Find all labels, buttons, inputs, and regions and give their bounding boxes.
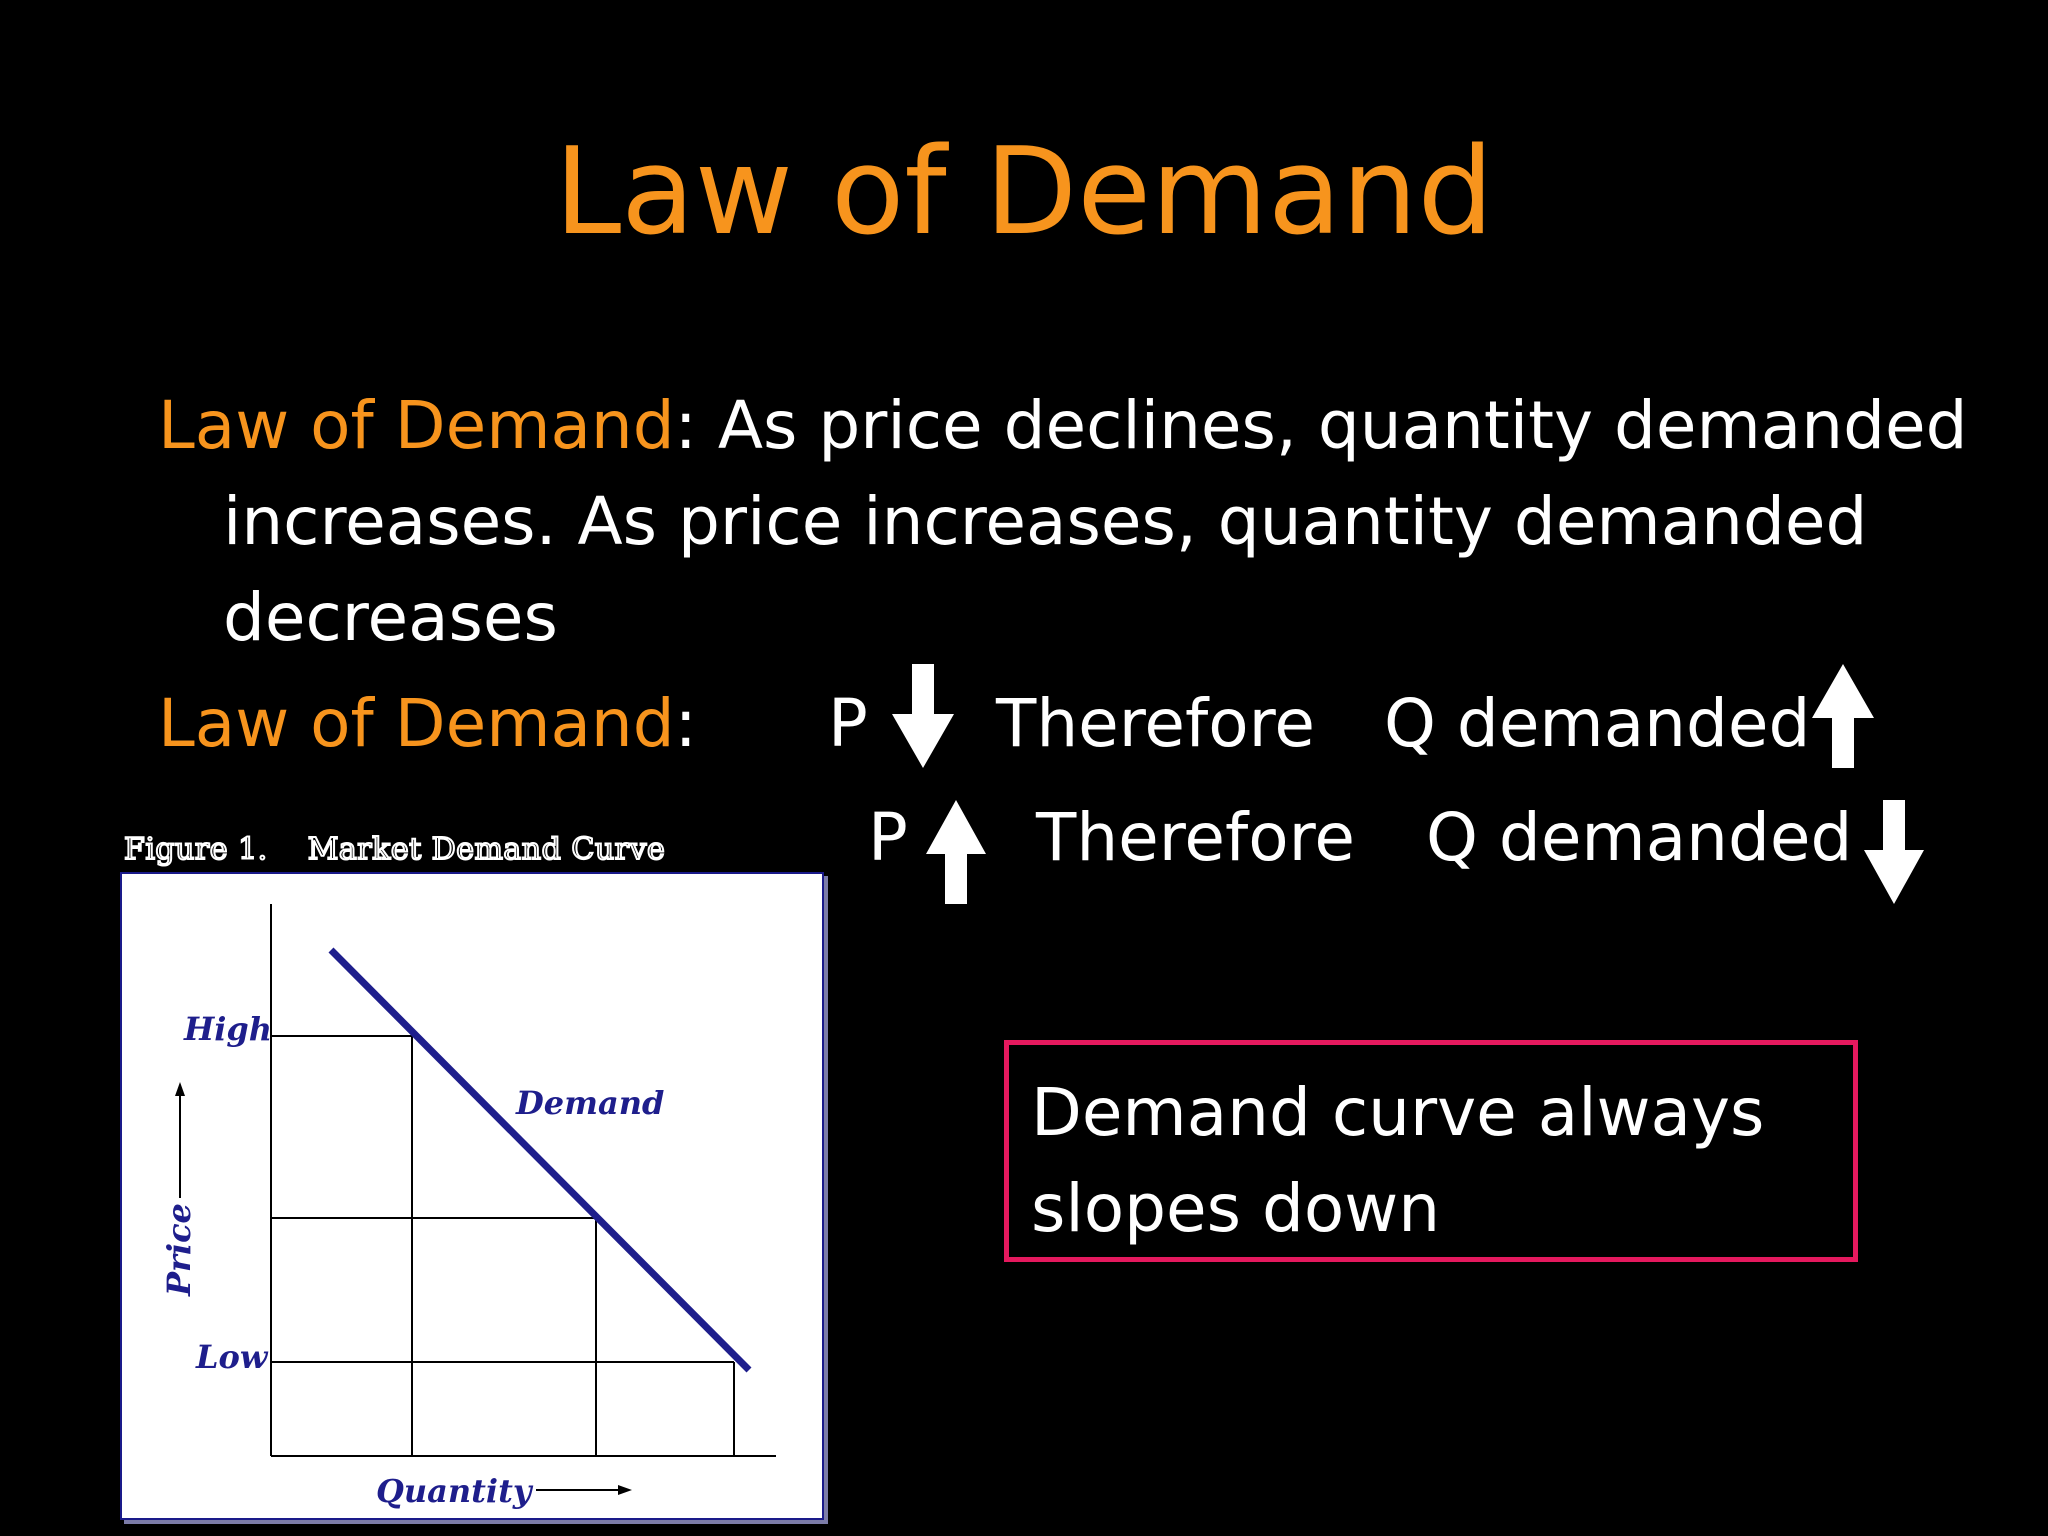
quantity-arrow-icon	[536, 1485, 632, 1495]
row1-q: Q demanded	[1384, 685, 1811, 762]
row1-therefore: Therefore	[996, 685, 1315, 762]
definition-line-1: Law of Demand: As price declines, quanti…	[158, 378, 1998, 474]
definition-line-2: increases. As price increases, quantity …	[223, 483, 1868, 560]
definition-line-3: decreases	[223, 579, 558, 656]
rule-label: Law of Demand:	[158, 684, 697, 764]
figure-caption-title: Market Demand Curve	[307, 831, 666, 868]
demand-curve-diagram: High Low Demand Price Quantity	[160, 904, 776, 1510]
callout-line-2: slopes down	[1031, 1170, 1441, 1247]
slide-title: Law of Demand	[554, 123, 1494, 262]
rule-term: Law of Demand	[158, 685, 675, 762]
quantity-axis-label: Quantity	[376, 1472, 534, 1510]
demand-curve-figure: High Low Demand Price Quantity	[120, 872, 824, 1520]
price-axis-label: Price	[160, 1203, 198, 1297]
figure-caption-number: Figure 1.	[123, 831, 268, 868]
rule-separator: :	[674, 685, 697, 762]
high-label: High	[183, 1010, 272, 1048]
definition-text-1: As price declines, quantity demanded	[717, 387, 1968, 464]
definition-separator: :	[674, 387, 718, 464]
up-arrow-icon	[926, 800, 986, 904]
callout-box: Demand curve always slopes down	[1004, 1040, 1858, 1262]
row2-q: Q demanded	[1426, 799, 1853, 876]
down-arrow-icon	[892, 664, 954, 768]
up-arrow-icon	[1812, 664, 1874, 768]
down-arrow-icon	[1864, 800, 1924, 904]
row2-therefore: Therefore	[1036, 799, 1355, 876]
low-label: Low	[195, 1338, 269, 1376]
definition-paragraph: Law of Demand: As price declines, quanti…	[158, 378, 1998, 666]
callout-line-1: Demand curve always	[1031, 1074, 1765, 1151]
demand-curve-line	[328, 947, 752, 1373]
figure-caption: Figure 1. Market Demand Curve	[123, 831, 666, 868]
price-arrow-icon	[175, 1082, 185, 1198]
row2-p: P	[868, 799, 908, 876]
row1-p: P	[828, 685, 868, 762]
definition-term: Law of Demand	[158, 387, 675, 464]
demand-label: Demand	[515, 1084, 664, 1122]
